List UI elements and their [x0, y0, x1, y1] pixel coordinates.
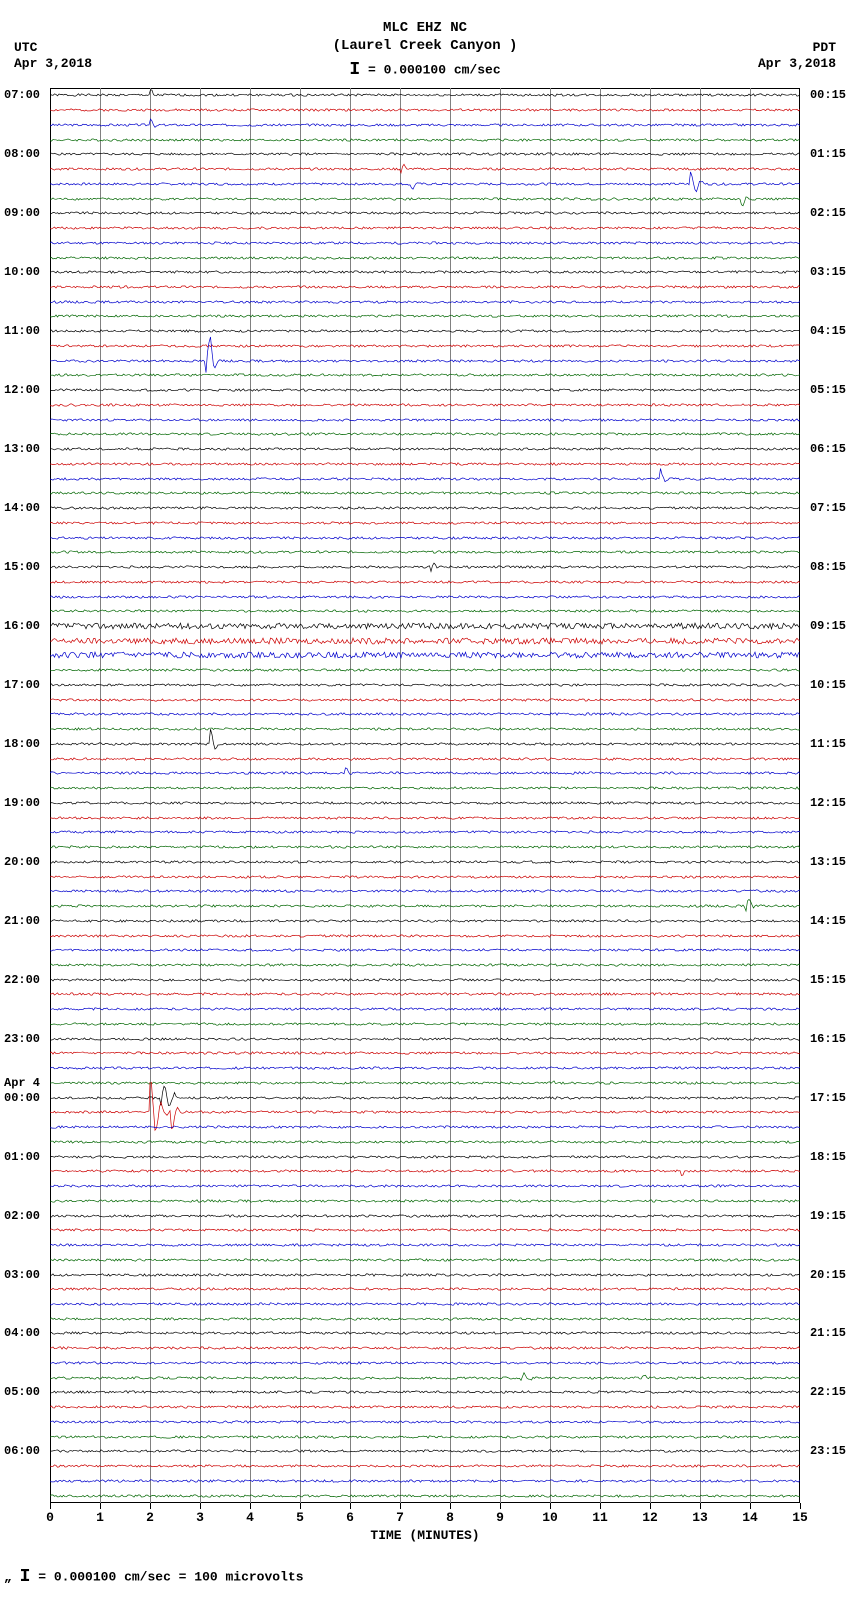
- ylabel-left: 23:00: [4, 1032, 40, 1046]
- ylabel-left: 01:00: [4, 1150, 40, 1164]
- ylabel-left: 05:00: [4, 1385, 40, 1399]
- ylabel-left: 14:00: [4, 501, 40, 515]
- ylabel-right: 23:15: [810, 1444, 846, 1458]
- date-break: Apr 4: [4, 1076, 40, 1090]
- ylabel-right: 21:15: [810, 1326, 846, 1340]
- footer-prefix: „: [4, 1569, 12, 1584]
- timezone-left: UTC: [14, 40, 37, 55]
- ylabel-left: 02:00: [4, 1209, 40, 1223]
- ylabel-right: 20:15: [810, 1268, 846, 1282]
- ylabel-left: 09:00: [4, 206, 40, 220]
- station-name: (Laurel Creek Canyon ): [0, 38, 850, 54]
- ylabel-left: 00:00: [4, 1091, 40, 1105]
- seismic-trace: [50, 1466, 800, 1526]
- ylabel-left: 13:00: [4, 442, 40, 456]
- footer-scale: „ I = 0.000100 cm/sec = 100 microvolts: [4, 1567, 304, 1587]
- ylabel-right: 09:15: [810, 619, 846, 633]
- xtick: [800, 1503, 801, 1509]
- ylabel-right: 06:15: [810, 442, 846, 456]
- xaxis-title: TIME (MINUTES): [50, 1528, 800, 1543]
- ylabel-right: 22:15: [810, 1385, 846, 1399]
- ylabel-left: 17:00: [4, 678, 40, 692]
- helicorder-plot: TIME (MINUTES) 012345678910111213141507:…: [50, 88, 800, 1503]
- ylabel-right: 17:15: [810, 1091, 846, 1105]
- ylabel-right: 01:15: [810, 147, 846, 161]
- ylabel-left: 06:00: [4, 1444, 40, 1458]
- ylabel-right: 11:15: [810, 737, 846, 751]
- scale-bar-icon: I: [20, 1567, 31, 1587]
- ylabel-left: 21:00: [4, 914, 40, 928]
- ylabel-left: 04:00: [4, 1326, 40, 1340]
- ylabel-left: 18:00: [4, 737, 40, 751]
- ylabel-right: 12:15: [810, 796, 846, 810]
- ylabel-right: 19:15: [810, 1209, 846, 1223]
- ylabel-right: 08:15: [810, 560, 846, 574]
- ylabel-right: 16:15: [810, 1032, 846, 1046]
- ylabel-right: 15:15: [810, 973, 846, 987]
- ylabel-right: 04:15: [810, 324, 846, 338]
- ylabel-left: 16:00: [4, 619, 40, 633]
- ylabel-right: 07:15: [810, 501, 846, 515]
- ylabel-right: 18:15: [810, 1150, 846, 1164]
- ylabel-right: 02:15: [810, 206, 846, 220]
- ylabel-left: 07:00: [4, 88, 40, 102]
- ylabel-right: 10:15: [810, 678, 846, 692]
- ylabel-left: 03:00: [4, 1268, 40, 1282]
- ylabel-left: 22:00: [4, 973, 40, 987]
- ylabel-right: 14:15: [810, 914, 846, 928]
- ylabel-right: 05:15: [810, 383, 846, 397]
- ylabel-left: 12:00: [4, 383, 40, 397]
- timezone-right: PDT: [813, 40, 836, 55]
- footer-text: = 0.000100 cm/sec = 100 microvolts: [38, 1569, 303, 1584]
- ylabel-left: 11:00: [4, 324, 40, 338]
- ylabel-left: 20:00: [4, 855, 40, 869]
- ylabel-left: 19:00: [4, 796, 40, 810]
- station-code: MLC EHZ NC: [0, 20, 850, 36]
- ylabel-left: 15:00: [4, 560, 40, 574]
- ylabel-left: 08:00: [4, 147, 40, 161]
- ylabel-right: 03:15: [810, 265, 846, 279]
- ylabel-right: 13:15: [810, 855, 846, 869]
- ylabel-right: 00:15: [810, 88, 846, 102]
- ylabel-left: 10:00: [4, 265, 40, 279]
